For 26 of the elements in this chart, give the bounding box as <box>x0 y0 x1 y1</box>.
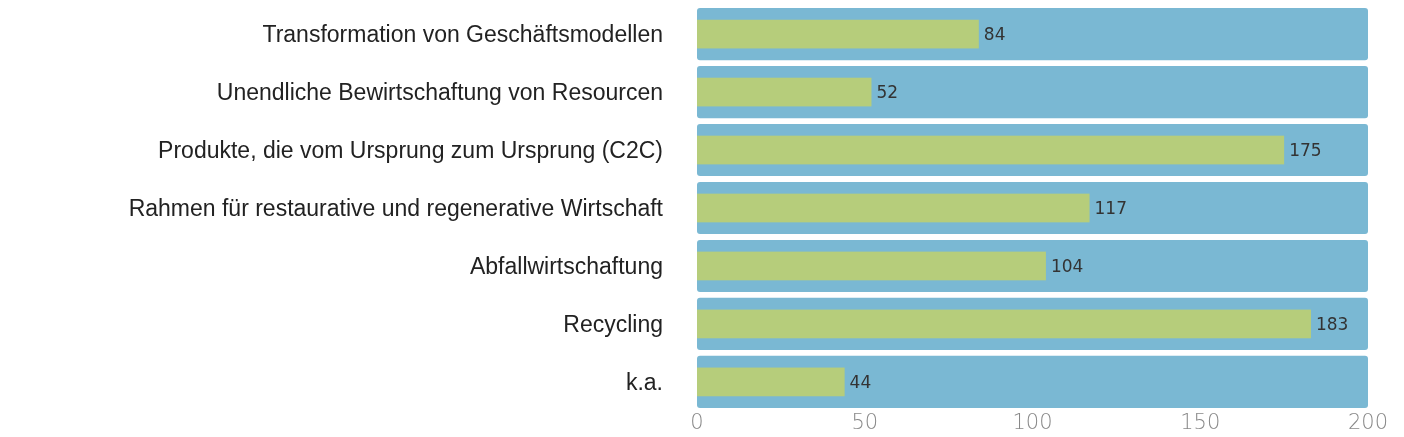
y-tick-label: Recycling <box>563 310 663 337</box>
x-tick-label: 200 <box>1347 410 1389 434</box>
data-label: 84 <box>983 24 1006 45</box>
data-label: 117 <box>1094 198 1127 218</box>
x-tick-label: 0 <box>690 410 704 434</box>
y-tick-label: Abfallwirtschaftung <box>469 252 663 279</box>
bar <box>697 309 1311 339</box>
data-label: 104 <box>1050 255 1084 276</box>
data-label: 52 <box>876 82 899 103</box>
data-label: 183 <box>1315 313 1349 334</box>
y-tick-label: Produkte, die vom Ursprung zum Ursprung (C2C) <box>158 137 663 164</box>
data-label: 44 <box>849 371 872 392</box>
y-tick-label: Transformation von Geschäftsmodellen <box>262 21 663 48</box>
y-tick-label: Unendliche Bewirtschaftung von Resourcen <box>216 79 663 106</box>
x-tick-label: 50 <box>851 410 879 434</box>
bar <box>697 135 1285 165</box>
bar <box>697 77 872 107</box>
x-tick-label: 150 <box>1180 410 1221 434</box>
x-tick-label: 100 <box>1012 410 1053 434</box>
bar <box>697 251 1046 281</box>
bar <box>697 193 1090 223</box>
y-tick-label: k.a. <box>625 368 663 395</box>
data-label: 175 <box>1289 140 1322 161</box>
y-tick-label: Rahmen für restaurative und regenerative Wirtschaft <box>128 195 664 221</box>
bar <box>697 367 845 397</box>
bar <box>697 19 979 49</box>
